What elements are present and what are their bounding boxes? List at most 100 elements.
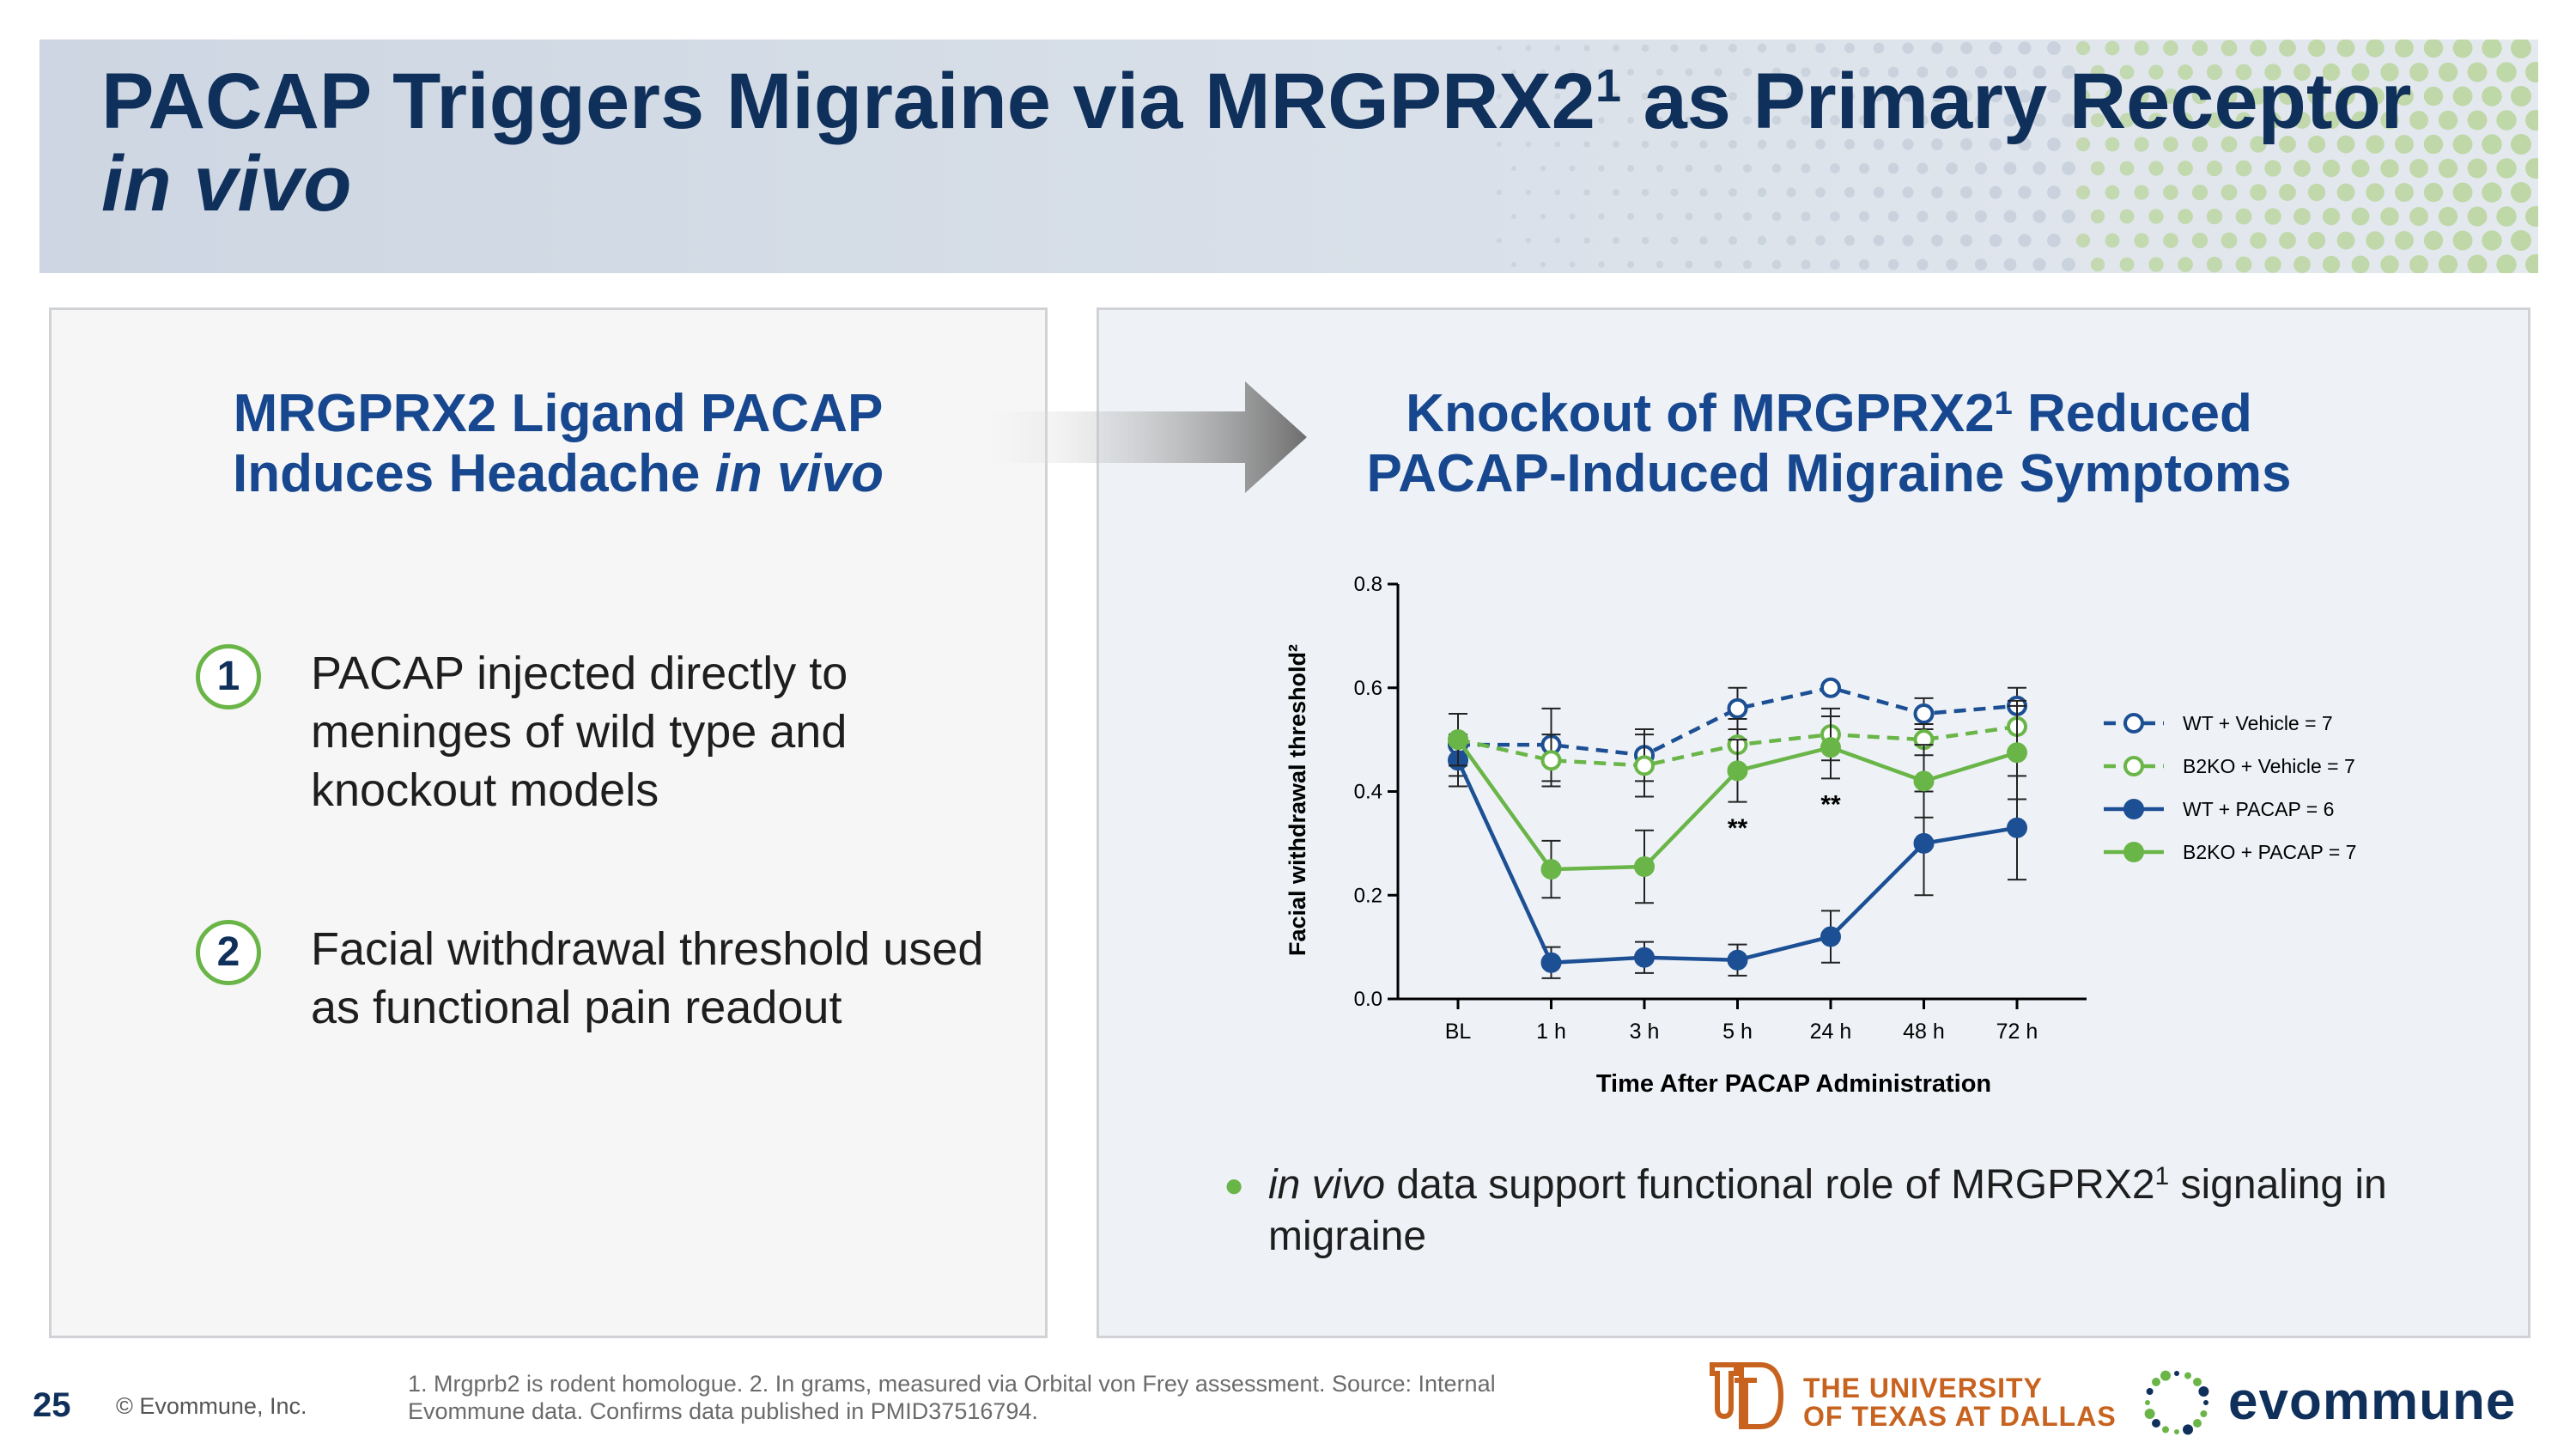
decor-dot bbox=[2221, 232, 2238, 249]
decor-dot bbox=[2090, 209, 2105, 224]
data-point bbox=[1448, 729, 1468, 751]
decor-dot bbox=[2293, 256, 2311, 273]
decor-dot bbox=[1540, 213, 1546, 220]
utd-line2: OF TEXAS AT DALLAS bbox=[1803, 1401, 2117, 1432]
decor-dot bbox=[1685, 212, 1693, 221]
decor-dot bbox=[1959, 41, 1973, 55]
logo-dot bbox=[2184, 1372, 2191, 1379]
decor-dot bbox=[1626, 116, 1635, 125]
decor-dot bbox=[2322, 207, 2341, 226]
decor-dot bbox=[1887, 162, 1899, 174]
decor-dot bbox=[2178, 209, 2193, 224]
legend-swatch-marker bbox=[2123, 713, 2144, 734]
decor-dot bbox=[1511, 70, 1516, 75]
right-heading-line1: Knockout of MRGPRX21 Reduced bbox=[1288, 384, 2370, 444]
decor-dot bbox=[1786, 235, 1796, 246]
logo-dot bbox=[2144, 1409, 2155, 1419]
data-point bbox=[1820, 926, 1841, 947]
decor-dot bbox=[2105, 233, 2120, 248]
decor-dot bbox=[2525, 158, 2538, 179]
decor-dot bbox=[1612, 188, 1620, 197]
decor-dot bbox=[2409, 255, 2428, 273]
decor-dot bbox=[2163, 233, 2178, 248]
decor-dot bbox=[2366, 87, 2385, 106]
decor-dot bbox=[2264, 64, 2281, 81]
decor-dot bbox=[2452, 40, 2473, 58]
decor-dot bbox=[2307, 231, 2326, 250]
decor-dot bbox=[2221, 40, 2238, 57]
decor-dot bbox=[1641, 44, 1649, 52]
decor-dot bbox=[2395, 87, 2414, 106]
x-tick-label: 3 h bbox=[1630, 1020, 1660, 1044]
y-tick-label: 0.8 bbox=[1354, 573, 1382, 596]
decor-dot bbox=[1656, 260, 1664, 269]
decor-dot bbox=[1714, 68, 1722, 76]
right-heading-superscript: 1 bbox=[1994, 386, 2013, 422]
decor-dot bbox=[1989, 186, 2002, 199]
logo-dot bbox=[2152, 1378, 2160, 1386]
decor-dot bbox=[2105, 88, 2120, 104]
decor-dot bbox=[2423, 86, 2444, 107]
logo-dot bbox=[2160, 1370, 2171, 1381]
decor-dot bbox=[2423, 230, 2444, 251]
data-point bbox=[1727, 697, 1748, 719]
decor-dot bbox=[2221, 184, 2238, 201]
decor-dot bbox=[2250, 88, 2267, 105]
decor-dot bbox=[1946, 114, 1958, 126]
decor-dot bbox=[2163, 137, 2178, 152]
decor-dot bbox=[2279, 88, 2296, 105]
decor-dot bbox=[1583, 141, 1590, 148]
decor-dot bbox=[1989, 89, 2002, 103]
decor-dot bbox=[2496, 158, 2517, 179]
decor-dot bbox=[2366, 135, 2385, 154]
decor-dot bbox=[2206, 256, 2223, 273]
data-point bbox=[2007, 817, 2027, 838]
decor-dot bbox=[1801, 163, 1811, 174]
decor-dot bbox=[2206, 64, 2223, 81]
decor-dot bbox=[1525, 93, 1532, 100]
decor-dot bbox=[2336, 40, 2355, 58]
decor-dot bbox=[1641, 92, 1649, 100]
decor-dot bbox=[1641, 140, 1649, 149]
data-point bbox=[1913, 703, 1935, 724]
significance-annotation: ** bbox=[1820, 791, 1841, 819]
decor-dot bbox=[1974, 113, 1988, 127]
decor-dot bbox=[2148, 113, 2164, 128]
decor-dot bbox=[2250, 232, 2267, 249]
logo-dot bbox=[2162, 1426, 2169, 1434]
decor-dot bbox=[1974, 258, 1988, 271]
decor-dot bbox=[1554, 189, 1561, 196]
decor-dot bbox=[2279, 184, 2296, 201]
decor-dot bbox=[1656, 116, 1664, 125]
decor-dot bbox=[2336, 183, 2355, 202]
decor-dot bbox=[1844, 186, 1856, 198]
decor-dot bbox=[2032, 161, 2046, 175]
decor-dot bbox=[1959, 137, 1973, 151]
logo-dot bbox=[2146, 1388, 2154, 1395]
data-point bbox=[1913, 770, 1935, 792]
data-point bbox=[1540, 859, 1562, 880]
decor-dot bbox=[1757, 187, 1767, 198]
decor-dot bbox=[2511, 230, 2531, 251]
decor-dot bbox=[1641, 188, 1649, 197]
decor-dot bbox=[2307, 183, 2326, 202]
decor-dot bbox=[1598, 69, 1605, 76]
decor-dot bbox=[1714, 116, 1722, 125]
x-tick-label: BL bbox=[1445, 1020, 1472, 1044]
decor-dot bbox=[1917, 66, 1929, 78]
decor-dot bbox=[2293, 64, 2311, 81]
decor-dot bbox=[1946, 259, 1958, 271]
decor-dot bbox=[2293, 208, 2311, 225]
data-point bbox=[1820, 677, 1841, 698]
bullet-italic: in vivo bbox=[1268, 1162, 1386, 1208]
decor-dot bbox=[1917, 114, 1929, 126]
decor-dot bbox=[1598, 261, 1605, 268]
decor-dot bbox=[1525, 45, 1532, 52]
decor-dot bbox=[2307, 40, 2326, 58]
decor-dot bbox=[2178, 64, 2193, 80]
decor-dot bbox=[2293, 112, 2311, 129]
data-point bbox=[1727, 949, 1748, 971]
decor-dot bbox=[1959, 89, 1973, 103]
decor-dot bbox=[1858, 259, 1870, 271]
decor-dot bbox=[1757, 235, 1767, 246]
